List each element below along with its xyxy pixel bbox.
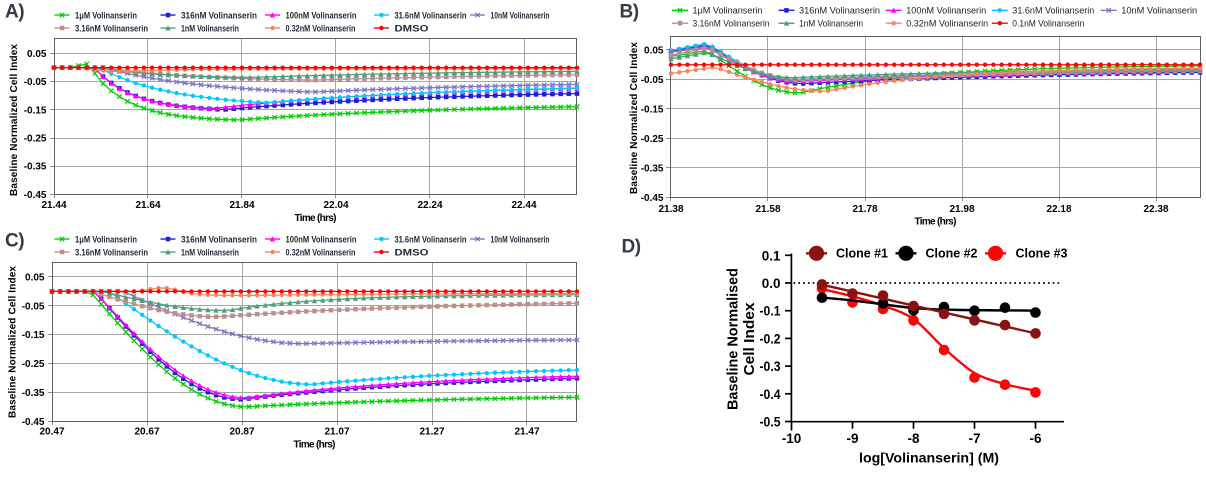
svg-text:31.6nM Volinanserin: 31.6nM Volinanserin	[1012, 6, 1094, 17]
svg-text:C): C)	[5, 231, 24, 252]
svg-text:Clone #2: Clone #2	[926, 247, 978, 261]
svg-text:-0.15: -0.15	[641, 105, 664, 116]
svg-text:Baseline Normalised: Baseline Normalised	[726, 268, 742, 410]
svg-text:-0.25: -0.25	[24, 134, 47, 145]
svg-text:22.24: 22.24	[417, 200, 442, 211]
svg-text:22.38: 22.38	[1143, 204, 1168, 215]
svg-text:-0.35: -0.35	[22, 388, 45, 399]
svg-text:-0.1: -0.1	[760, 304, 781, 319]
svg-text:10nM Volinanserin: 10nM Volinanserin	[1121, 6, 1197, 17]
svg-text:10nM Volinanserin: 10nM Volinanserin	[491, 10, 550, 21]
svg-text:10nM Volinanserin: 10nM Volinanserin	[491, 234, 550, 245]
svg-text:316nM Volinanserin: 316nM Volinanserin	[181, 10, 257, 21]
svg-text:0.1nM Volinanserin: 0.1nM Volinanserin	[1012, 19, 1084, 30]
svg-text:0.32nM Volinanserin: 0.32nM Volinanserin	[286, 23, 356, 34]
svg-text:-0.45: -0.45	[641, 193, 664, 204]
svg-text:1μM Volinanserin: 1μM Volinanserin	[693, 6, 763, 17]
svg-text:-0.15: -0.15	[24, 105, 47, 116]
svg-text:21.38: 21.38	[658, 204, 683, 215]
svg-text:D): D)	[622, 237, 641, 258]
svg-text:-0.05: -0.05	[22, 301, 45, 312]
svg-text:1μM Volinanserin: 1μM Volinanserin	[75, 234, 137, 245]
svg-text:0.05: 0.05	[644, 46, 664, 57]
svg-text:31.6nM Volinanserin: 31.6nM Volinanserin	[395, 10, 467, 21]
svg-text:3.16nM Volinanserin: 3.16nM Volinanserin	[75, 247, 148, 258]
svg-text:1nM Volinanserin: 1nM Volinanserin	[181, 247, 239, 258]
svg-text:20.67: 20.67	[134, 427, 159, 438]
svg-text:21.07: 21.07	[324, 427, 349, 438]
svg-text:1nM Volinanserin: 1nM Volinanserin	[181, 23, 239, 34]
svg-text:22.18: 22.18	[1046, 204, 1071, 215]
svg-text:A): A)	[5, 2, 24, 23]
svg-text:0.05: 0.05	[25, 273, 45, 284]
svg-text:-0.5: -0.5	[760, 415, 781, 430]
svg-text:-0.3: -0.3	[760, 359, 781, 374]
svg-text:-8: -8	[907, 431, 919, 446]
svg-text:21.47: 21.47	[514, 427, 539, 438]
svg-text:-0.35: -0.35	[24, 162, 47, 173]
svg-text:-0.45: -0.45	[22, 417, 45, 428]
svg-text:Clone #1: Clone #1	[836, 247, 888, 261]
svg-text:3.16nM Volinanserin: 3.16nM Volinanserin	[75, 23, 148, 34]
svg-text:log[Volinanserin] (M): log[Volinanserin] (M)	[859, 451, 999, 466]
svg-text:0.1: 0.1	[762, 248, 781, 263]
svg-text:-9: -9	[846, 431, 858, 446]
svg-text:DMSO: DMSO	[395, 23, 429, 34]
svg-text:100nM Volinanserin: 100nM Volinanserin	[286, 234, 357, 245]
svg-text:-6: -6	[1029, 431, 1041, 446]
svg-text:316nM Volinanserin: 316nM Volinanserin	[181, 234, 257, 245]
svg-text:31.6nM Volinanserin: 31.6nM Volinanserin	[395, 234, 467, 245]
svg-text:100nM Volinanserin: 100nM Volinanserin	[286, 10, 357, 21]
svg-text:-0.15: -0.15	[22, 330, 45, 341]
svg-text:Baseline Normalized Cell Index: Baseline Normalized Cell Index	[8, 266, 19, 418]
svg-text:100nM Volinanserin: 100nM Volinanserin	[906, 6, 986, 17]
svg-text:20.87: 20.87	[229, 427, 254, 438]
svg-text:B): B)	[620, 2, 639, 23]
svg-text:-0.25: -0.25	[641, 134, 664, 145]
svg-text:20.47: 20.47	[39, 427, 64, 438]
svg-text:1μM Volinanserin: 1μM Volinanserin	[75, 10, 137, 21]
svg-text:0.32nM Volinanserin: 0.32nM Volinanserin	[286, 247, 356, 258]
svg-text:316nM Volinanserin: 316nM Volinanserin	[799, 6, 880, 17]
svg-text:22.04: 22.04	[323, 200, 348, 211]
svg-text:-7: -7	[968, 431, 980, 446]
svg-text:-0.05: -0.05	[24, 77, 47, 88]
svg-text:21.27: 21.27	[419, 427, 444, 438]
svg-text:-0.4: -0.4	[760, 387, 781, 402]
svg-text:-10: -10	[782, 431, 802, 446]
svg-text:1nM Volinanserin: 1nM Volinanserin	[799, 19, 863, 30]
svg-text:21.78: 21.78	[852, 204, 877, 215]
svg-text:21.98: 21.98	[949, 204, 974, 215]
svg-text:22.44: 22.44	[511, 200, 536, 211]
svg-text:Baseline Normalized Cell Index: Baseline Normalized Cell Index	[9, 44, 20, 196]
svg-text:21.84: 21.84	[229, 200, 254, 211]
svg-text:Time (hrs): Time (hrs)	[295, 213, 337, 224]
svg-text:0.05: 0.05	[27, 49, 47, 60]
svg-text:DMSO: DMSO	[395, 247, 429, 258]
svg-text:21.58: 21.58	[755, 204, 780, 215]
svg-text:21.64: 21.64	[135, 200, 160, 211]
svg-text:3.16nM Volinanserin: 3.16nM Volinanserin	[693, 19, 770, 30]
svg-text:-0.45: -0.45	[24, 190, 47, 201]
svg-text:-0.05: -0.05	[641, 75, 664, 86]
svg-text:Time (hrs): Time (hrs)	[915, 216, 957, 227]
svg-text:0.0: 0.0	[762, 276, 781, 291]
svg-text:-0.25: -0.25	[22, 359, 45, 370]
svg-text:Baseline Normalized Cell Index: Baseline Normalized Cell Index	[629, 42, 640, 194]
svg-text:0.32nM Volinanserin: 0.32nM Volinanserin	[906, 19, 988, 30]
svg-text:Cell Index: Cell Index	[742, 303, 758, 376]
svg-text:-0.2: -0.2	[760, 331, 781, 346]
svg-text:Clone #3: Clone #3	[1016, 247, 1068, 261]
svg-text:21.44: 21.44	[41, 200, 66, 211]
svg-text:Time (hrs): Time (hrs)	[294, 440, 336, 451]
svg-text:-0.35: -0.35	[641, 164, 664, 175]
